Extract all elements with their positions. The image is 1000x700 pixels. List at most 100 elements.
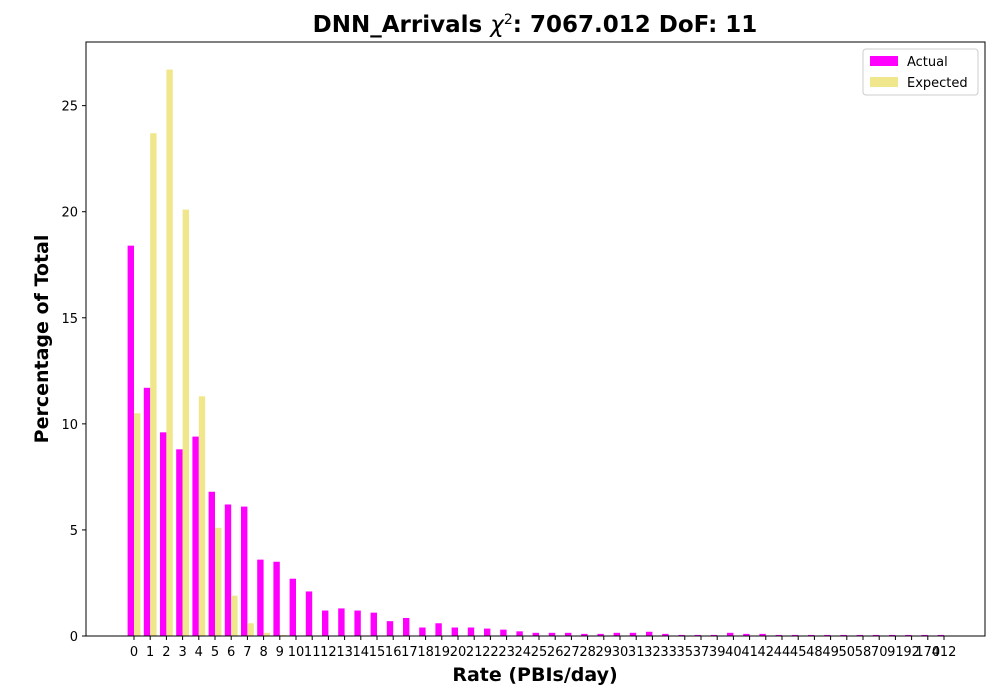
x-tick-label-70: 70 bbox=[871, 645, 888, 660]
bar-actual-50 bbox=[840, 634, 847, 636]
bar-actual-1 bbox=[143, 387, 151, 636]
title-prefix: DNN_Arrivals bbox=[313, 12, 491, 38]
bar-actual-10 bbox=[289, 578, 296, 636]
bar-actual-8 bbox=[257, 559, 264, 636]
x-tick-label-25: 25 bbox=[531, 645, 548, 660]
bars-layer bbox=[127, 69, 944, 636]
bar-actual-27 bbox=[565, 632, 572, 636]
bar-actual-19 bbox=[435, 623, 442, 636]
bar-actual-11 bbox=[305, 591, 313, 636]
x-tick-label-14: 14 bbox=[353, 645, 370, 660]
bar-expected-3 bbox=[182, 209, 189, 636]
x-tick-label-22: 22 bbox=[482, 645, 499, 660]
x-tick-label-26: 26 bbox=[547, 645, 564, 660]
x-tick-label-40: 40 bbox=[725, 645, 742, 660]
x-tick-label-92: 92 bbox=[903, 645, 920, 660]
bar-actual-42 bbox=[759, 633, 766, 636]
x-tick-label-37: 37 bbox=[693, 645, 710, 660]
y-axis-ticks: 0 5 10 15 20 25 bbox=[61, 100, 86, 645]
bar-actual-58 bbox=[856, 634, 863, 636]
x-tick-label-58: 58 bbox=[855, 645, 872, 660]
x-tick-label-23: 23 bbox=[498, 645, 515, 660]
x-tick-label-29: 29 bbox=[596, 645, 613, 660]
legend-label-actual: Actual bbox=[907, 55, 948, 70]
x-tick-label-5: 5 bbox=[211, 645, 219, 660]
bar-expected-8 bbox=[263, 632, 270, 636]
bar-actual-22 bbox=[484, 628, 491, 636]
bar-actual-30 bbox=[613, 632, 620, 636]
x-tick-label-24: 24 bbox=[515, 645, 532, 660]
x-tick-label-9: 9 bbox=[276, 645, 284, 660]
bar-actual-45 bbox=[791, 634, 799, 636]
legend: Actual Expected bbox=[862, 48, 979, 96]
x-tick-label-7: 7 bbox=[243, 645, 251, 660]
bar-actual-5 bbox=[208, 491, 215, 636]
x-tick-label-20: 20 bbox=[450, 645, 467, 660]
bar-actual-28 bbox=[581, 633, 588, 636]
bar-expected-5 bbox=[215, 527, 222, 636]
bar-actual-29 bbox=[597, 633, 604, 636]
x-tick-label-19: 19 bbox=[434, 645, 451, 660]
bar-actual-6 bbox=[224, 504, 232, 636]
bar-actual-35 bbox=[678, 634, 685, 636]
bar-actual-18 bbox=[419, 627, 426, 636]
legend-swatch-actual bbox=[870, 56, 898, 66]
bar-actual-39 bbox=[710, 634, 718, 636]
x-tick-label-11: 11 bbox=[304, 645, 321, 660]
x-tick-label-91: 91 bbox=[887, 645, 904, 660]
bar-actual-37 bbox=[694, 634, 701, 636]
x-axis-label: Rate (PBIs/day) bbox=[452, 664, 617, 686]
bar-actual-25 bbox=[532, 632, 539, 636]
x-tick-label-50: 50 bbox=[839, 645, 856, 660]
bar-actual-21 bbox=[467, 627, 475, 636]
x-tick-label-170: 170 bbox=[915, 645, 940, 660]
bar-actual-31 bbox=[629, 632, 637, 636]
bar-actual-412 bbox=[937, 634, 944, 636]
legend-label-expected: Expected bbox=[907, 76, 968, 91]
x-tick-label-412: 412 bbox=[932, 645, 957, 660]
bar-actual-48 bbox=[808, 634, 815, 636]
bar-actual-40 bbox=[727, 632, 734, 636]
y-tick-label-25: 25 bbox=[61, 100, 78, 115]
x-tick-label-4: 4 bbox=[195, 645, 203, 660]
bar-actual-170 bbox=[921, 634, 928, 636]
x-tick-label-48: 48 bbox=[806, 645, 823, 660]
x-tick-label-35: 35 bbox=[677, 645, 694, 660]
bar-expected-0 bbox=[134, 413, 141, 636]
bar-actual-9 bbox=[273, 561, 280, 636]
bar-actual-14 bbox=[354, 610, 361, 636]
x-tick-label-2: 2 bbox=[162, 645, 170, 660]
y-axis-label: Percentage of Total bbox=[31, 235, 53, 444]
bar-expected-4 bbox=[198, 396, 206, 636]
bar-actual-7 bbox=[241, 506, 248, 636]
x-tick-label-1: 1 bbox=[146, 645, 154, 660]
x-tick-label-0: 0 bbox=[130, 645, 138, 660]
bar-actual-0 bbox=[127, 245, 134, 636]
bar-expected-1 bbox=[150, 133, 157, 636]
bar-actual-70 bbox=[872, 634, 880, 636]
bar-actual-49 bbox=[824, 634, 831, 636]
x-axis-ticks: 0 1 2 3 4 5 6 7 8 9 10 11 12 13 14 15 16 17 18 19 20 21 22 23 24… bbox=[130, 636, 957, 660]
x-tick-label-44: 44 bbox=[774, 645, 791, 660]
bar-actual-26 bbox=[548, 632, 556, 636]
chart-title: DNN_Arrivals χ2: 7067.012 DoF: 11 bbox=[313, 12, 758, 38]
bar-expected-6 bbox=[231, 595, 238, 636]
bar-expected-2 bbox=[166, 69, 173, 636]
bar-actual-4 bbox=[192, 436, 199, 636]
x-tick-label-8: 8 bbox=[259, 645, 267, 660]
x-tick-label-15: 15 bbox=[369, 645, 386, 660]
bar-actual-2 bbox=[160, 432, 167, 636]
x-tick-label-45: 45 bbox=[790, 645, 807, 660]
bar-actual-24 bbox=[516, 631, 523, 636]
y-tick-label-0: 0 bbox=[70, 630, 78, 645]
x-tick-label-18: 18 bbox=[417, 645, 434, 660]
x-tick-label-39: 39 bbox=[709, 645, 726, 660]
x-tick-label-28: 28 bbox=[579, 645, 596, 660]
bar-actual-32 bbox=[646, 631, 653, 636]
y-tick-label-15: 15 bbox=[61, 312, 78, 327]
bar-actual-92 bbox=[905, 634, 912, 636]
bar-actual-41 bbox=[743, 633, 750, 636]
bar-actual-16 bbox=[386, 621, 394, 636]
bar-actual-20 bbox=[451, 627, 458, 636]
plot-frame bbox=[85, 41, 986, 637]
